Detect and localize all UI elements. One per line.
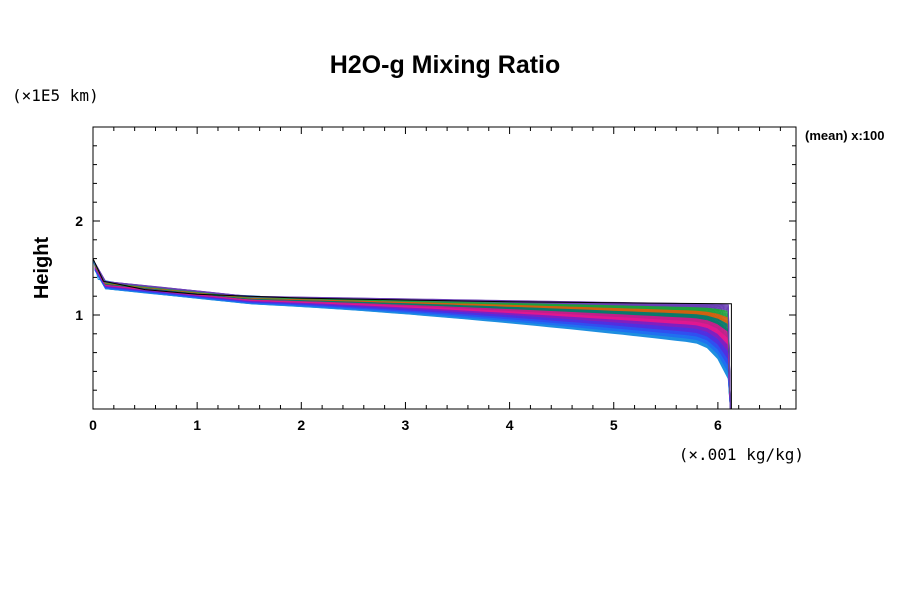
x-tick-labels: 0 1 2 3 4 5 6 <box>89 417 722 433</box>
series-line-26 <box>94 265 731 410</box>
series-line-44 <box>94 267 731 410</box>
series-line-10 <box>94 263 731 410</box>
series-line-17 <box>94 264 731 410</box>
series-line-7 <box>94 263 731 410</box>
series-line-46 <box>94 267 731 410</box>
y-axis-label: Height <box>31 237 53 300</box>
series-line-13 <box>94 264 731 410</box>
series-line-12 <box>94 264 731 410</box>
series-line-48 <box>94 268 731 410</box>
series-line-24 <box>94 265 731 410</box>
series-line-9 <box>94 263 731 410</box>
series-line-35 <box>94 266 731 410</box>
series-line-37 <box>94 266 731 410</box>
x-axis-unit: (×.001 kg/kg) <box>679 445 804 464</box>
y-tick-labels: 12 <box>75 213 83 323</box>
series-line-19 <box>94 264 731 410</box>
series-line-4 <box>94 263 731 410</box>
series-line-47 <box>94 267 731 410</box>
series-line-6 <box>94 263 731 410</box>
series-line-36 <box>94 266 731 410</box>
x-tick-label: 3 <box>402 417 410 433</box>
axis-ticks <box>92 127 796 409</box>
series-line-45 <box>94 267 731 410</box>
series-line-38 <box>94 267 731 410</box>
series-line-50 <box>94 268 731 410</box>
series-line-25 <box>94 265 731 410</box>
series-line-42 <box>94 267 731 410</box>
series-line-31 <box>94 266 731 410</box>
series-line-11 <box>94 264 731 410</box>
series-line-0 <box>92 258 732 409</box>
series-line-27 <box>94 265 731 410</box>
series-line-49 <box>94 268 731 410</box>
series-line-30 <box>94 266 731 410</box>
series-line-33 <box>94 266 731 410</box>
series-line-3 <box>94 263 731 410</box>
series-line-21 <box>94 265 731 410</box>
chart-title: H2O-g Mixing Ratio <box>330 51 561 79</box>
plot-frame <box>92 126 797 410</box>
y-tick-label: 1 <box>75 307 83 323</box>
y-tick-label: 2 <box>75 213 83 229</box>
series-line-20 <box>94 265 731 410</box>
series-line-14 <box>94 264 731 410</box>
series-line-41 <box>94 267 731 410</box>
series-line-32 <box>94 266 731 410</box>
series-line-15 <box>94 264 731 410</box>
series-line-8 <box>94 263 731 410</box>
series-line-40 <box>94 267 731 410</box>
x-tick-label: 2 <box>297 417 305 433</box>
series-line-23 <box>94 265 731 410</box>
series-group <box>92 258 732 410</box>
series-line-18 <box>94 264 731 410</box>
x-tick-label: 0 <box>89 417 97 433</box>
x-tick-label: 4 <box>506 417 514 433</box>
series-line-16 <box>94 264 731 410</box>
x-tick-label: 6 <box>714 417 722 433</box>
y-axis-unit: (×1E5 km) <box>12 86 99 105</box>
x-tick-label: 1 <box>193 417 201 433</box>
legend-text: (mean) x:100 <box>805 128 884 143</box>
series-line-39 <box>94 267 731 410</box>
series-line-43 <box>94 267 731 410</box>
series-line-34 <box>94 266 731 410</box>
x-tick-label: 5 <box>610 417 618 433</box>
series-line-29 <box>94 266 731 410</box>
series-line-5 <box>94 263 731 410</box>
series-line-22 <box>94 265 731 410</box>
series-line-28 <box>94 265 731 410</box>
